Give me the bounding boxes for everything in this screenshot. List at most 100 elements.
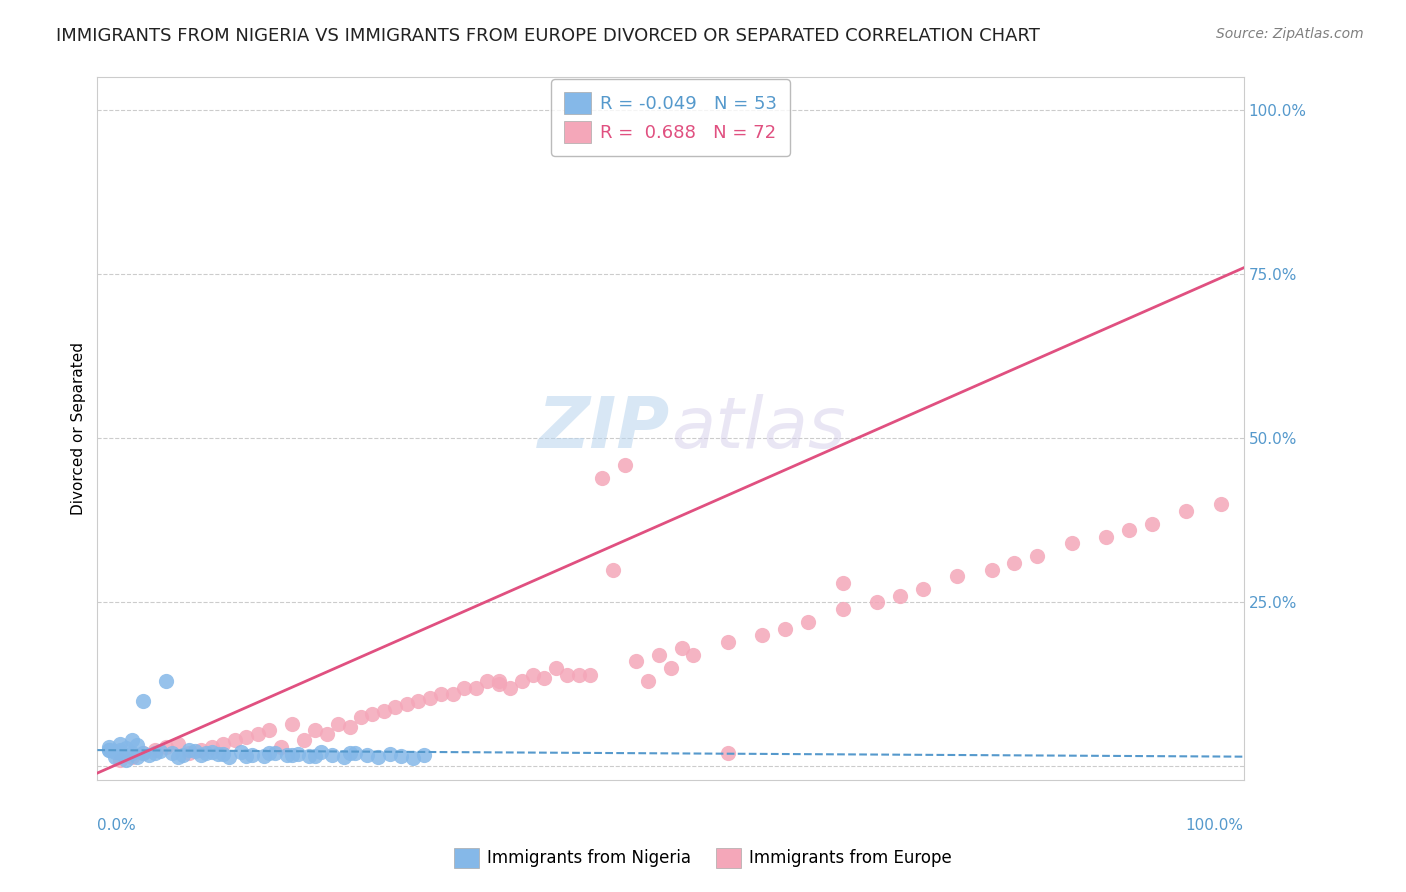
Point xyxy=(115,753,138,767)
Point xyxy=(264,747,287,761)
Point xyxy=(110,743,132,757)
Point xyxy=(292,733,315,747)
Point xyxy=(132,747,155,761)
Point xyxy=(339,747,361,761)
Point xyxy=(1118,523,1140,537)
Point xyxy=(453,681,475,695)
Point xyxy=(333,749,356,764)
Point xyxy=(190,747,212,762)
Point xyxy=(866,595,889,609)
Point xyxy=(121,747,143,761)
Point xyxy=(166,737,188,751)
Point xyxy=(195,746,218,760)
Point xyxy=(190,743,212,757)
Point xyxy=(177,747,200,761)
Point xyxy=(97,739,120,754)
Point xyxy=(717,747,740,761)
Point xyxy=(356,748,378,763)
Point xyxy=(475,674,498,689)
Point xyxy=(648,648,671,662)
Legend: Immigrants from Nigeria, Immigrants from Europe: Immigrants from Nigeria, Immigrants from… xyxy=(447,841,959,875)
Point xyxy=(408,694,430,708)
Point xyxy=(751,628,773,642)
Point xyxy=(321,747,343,762)
Point xyxy=(229,745,252,759)
Point xyxy=(430,687,453,701)
Point xyxy=(155,674,177,689)
Point xyxy=(361,706,384,721)
Point xyxy=(127,739,149,753)
Point xyxy=(659,661,682,675)
Point xyxy=(682,648,704,662)
Point xyxy=(568,667,591,681)
Point xyxy=(184,744,207,758)
Point xyxy=(160,747,183,761)
Text: 100.0%: 100.0% xyxy=(1185,818,1244,833)
Point xyxy=(132,694,155,708)
Point xyxy=(103,749,125,764)
Point xyxy=(602,563,624,577)
Point xyxy=(671,641,693,656)
Point xyxy=(339,720,361,734)
Point xyxy=(613,458,636,472)
Point xyxy=(579,667,602,681)
Point xyxy=(224,733,246,747)
Point xyxy=(831,575,853,590)
Point xyxy=(441,687,464,701)
Point xyxy=(544,661,567,675)
Point xyxy=(1026,549,1049,564)
Point xyxy=(240,747,263,762)
Point xyxy=(464,681,486,695)
Point xyxy=(281,716,304,731)
Text: Source: ZipAtlas.com: Source: ZipAtlas.com xyxy=(1216,27,1364,41)
Point xyxy=(276,748,298,763)
Point xyxy=(304,723,326,738)
Point xyxy=(499,681,522,695)
Point xyxy=(637,674,659,689)
Point xyxy=(1209,497,1232,511)
Point xyxy=(1004,556,1026,570)
Point xyxy=(287,747,309,761)
Point xyxy=(419,690,441,705)
Point xyxy=(384,700,406,714)
Point xyxy=(350,710,373,724)
Point xyxy=(177,743,200,757)
Point xyxy=(235,730,257,744)
Point xyxy=(201,745,224,759)
Point xyxy=(1140,516,1163,531)
Point xyxy=(389,749,412,764)
Point xyxy=(115,741,138,756)
Point xyxy=(121,733,143,747)
Point xyxy=(797,615,820,629)
Point xyxy=(207,747,229,761)
Text: atlas: atlas xyxy=(671,394,845,463)
Point xyxy=(522,667,544,681)
Point xyxy=(143,743,166,757)
Point xyxy=(889,589,911,603)
Point xyxy=(97,743,120,757)
Point xyxy=(488,674,510,689)
Point xyxy=(315,727,337,741)
Point xyxy=(591,471,613,485)
Point xyxy=(831,602,853,616)
Point xyxy=(97,743,120,757)
Point xyxy=(281,747,304,762)
Point xyxy=(298,749,321,764)
Point xyxy=(309,745,332,759)
Point xyxy=(367,750,389,764)
Point xyxy=(395,697,418,711)
Point xyxy=(488,677,510,691)
Point xyxy=(155,739,177,754)
Point xyxy=(401,751,423,765)
Point xyxy=(149,744,172,758)
Point xyxy=(172,748,194,763)
Point xyxy=(201,739,224,754)
Point xyxy=(143,747,166,761)
Point xyxy=(773,622,796,636)
Point xyxy=(103,745,125,759)
Point xyxy=(980,563,1002,577)
Point xyxy=(326,716,349,731)
Point xyxy=(344,746,367,760)
Legend: R = -0.049   N = 53, R =  0.688   N = 72: R = -0.049 N = 53, R = 0.688 N = 72 xyxy=(551,79,790,156)
Point xyxy=(252,749,274,764)
